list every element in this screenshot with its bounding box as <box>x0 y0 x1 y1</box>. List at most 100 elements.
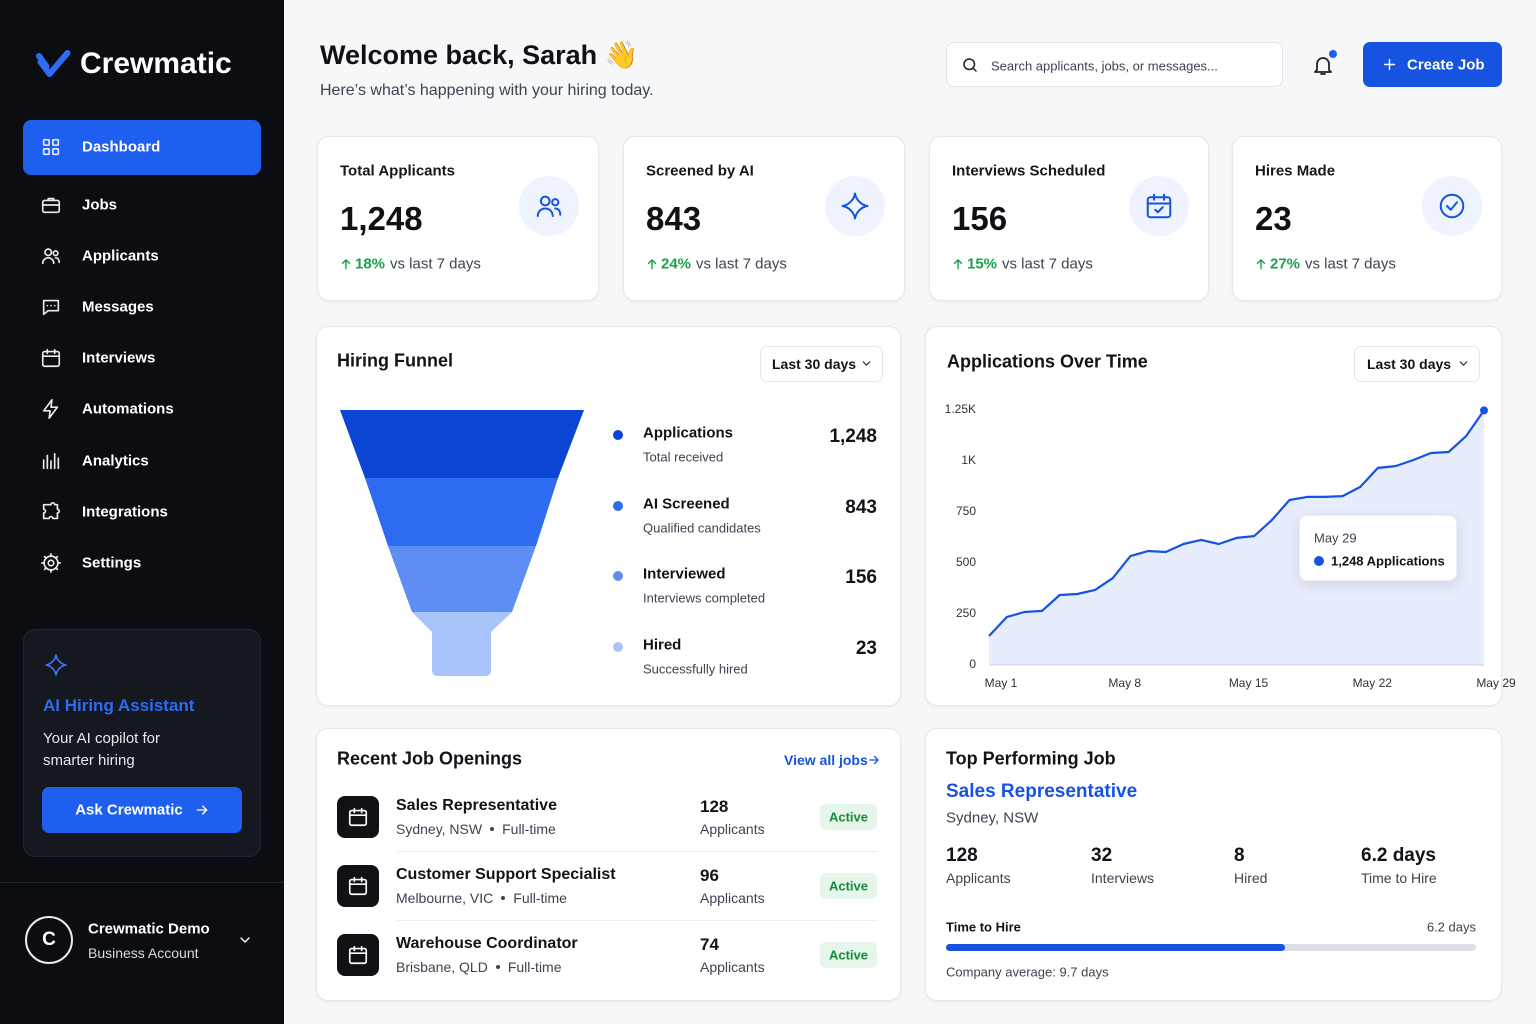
account-name: Crewmatic Demo <box>88 920 210 938</box>
icon-part <box>42 299 60 316</box>
icon-part <box>54 257 61 264</box>
job-row[interactable] <box>337 856 877 916</box>
search-box[interactable] <box>946 42 1283 87</box>
view-all-link[interactable]: View all jobs <box>784 752 868 768</box>
search-placeholder[interactable]: Search applicants, jobs, or messages... <box>991 58 1218 74</box>
job-type: Full-time <box>502 821 556 837</box>
nav-label[interactable]: Interviews <box>82 349 156 367</box>
tooltip-dot <box>1314 556 1324 566</box>
view-all-arrow <box>869 755 879 765</box>
ask-button[interactable] <box>42 787 242 833</box>
top-job-name[interactable]: Sales Representative <box>946 781 1138 802</box>
icon-part <box>47 559 55 567</box>
icon-part <box>972 67 977 72</box>
filter-label[interactable]: Last 30 days <box>772 356 857 372</box>
icon-part <box>841 192 869 220</box>
icon-part <box>1459 361 1468 366</box>
icon-part <box>536 207 554 217</box>
metric-value: 32 <box>1091 845 1113 866</box>
icon-part <box>41 349 61 358</box>
job-applicants-label: Applicants <box>700 821 765 837</box>
stat-change-arrow <box>647 259 657 270</box>
job-icon <box>348 807 368 827</box>
card-title: Applications Over Time <box>947 351 1148 372</box>
nav-label[interactable]: Integrations <box>82 503 168 521</box>
ask-button-label[interactable]: Ask Crewmatic <box>75 801 183 819</box>
icon-part <box>36 53 50 70</box>
account-initial: C <box>42 929 56 950</box>
icon-part <box>1146 193 1172 214</box>
nav-icon <box>41 552 61 573</box>
icon-part <box>42 501 61 519</box>
nav-item-active[interactable] <box>23 120 261 175</box>
progress-label: Time to Hire <box>946 919 1021 935</box>
stat-label: Interviews Scheduled <box>952 162 1106 180</box>
stage-value: 156 <box>845 567 877 588</box>
icon-part <box>1439 193 1465 219</box>
icon-part <box>348 945 368 954</box>
filter-dropdown[interactable] <box>760 346 883 382</box>
icon-part <box>44 248 53 257</box>
progress-note: Company average: 9.7 days <box>946 964 1109 980</box>
account-avatar[interactable] <box>25 916 73 964</box>
top-job-location: Sydney, NSW <box>946 809 1039 827</box>
stage-description: Total received <box>643 449 724 465</box>
nav-label[interactable]: Messages <box>82 298 154 316</box>
stat-comparison: vs last 7 days <box>1305 255 1396 273</box>
stat-label: Screened by AI <box>646 162 754 180</box>
stat-change: 27% <box>1270 255 1301 273</box>
metric-value: 6.2 days <box>1361 845 1436 866</box>
tooltip <box>1299 515 1457 581</box>
stage-name: Interviewed <box>643 565 726 583</box>
icon-part <box>196 805 208 815</box>
nav-icon <box>41 197 61 214</box>
notification-bell[interactable] <box>1311 53 1335 77</box>
icon-part <box>539 195 551 207</box>
job-icon-bg <box>337 796 379 838</box>
icon-part <box>862 361 871 366</box>
tooltip-title: May 29 <box>1314 530 1357 546</box>
nav-label[interactable]: Applicants <box>82 247 159 265</box>
assistant-description: Your AI copilot for smarter hiring <box>43 730 161 769</box>
icon-part <box>348 876 368 885</box>
icon-part <box>1256 259 1266 270</box>
icon-part <box>52 148 60 156</box>
stage-value: 1,248 <box>829 426 877 447</box>
stat-value: 23 <box>1255 200 1292 237</box>
card-title: Hiring Funnel <box>337 350 453 371</box>
filter-dropdown[interactable] <box>1354 346 1480 382</box>
stat-icon <box>841 192 869 220</box>
nav-label[interactable]: Dashboard <box>82 138 161 156</box>
nav-label[interactable]: Jobs <box>82 196 118 214</box>
nav-label[interactable]: Settings <box>82 554 142 572</box>
icon-part <box>42 138 50 146</box>
nav-label[interactable]: Analytics <box>82 452 149 469</box>
stat-icon-bg <box>1129 176 1189 236</box>
nav-label[interactable]: Automations <box>82 400 174 418</box>
stage-name: Hired <box>643 636 682 653</box>
icon-part <box>240 937 250 943</box>
job-row[interactable] <box>337 925 877 985</box>
ask-button-arrow <box>196 805 208 815</box>
create-job-label[interactable]: Create Job <box>1407 56 1485 74</box>
stat-change: 18% <box>355 255 386 273</box>
icon-part <box>348 878 368 896</box>
status-label: Active <box>828 947 869 963</box>
icon-part <box>41 257 55 265</box>
stat-change: 24% <box>661 255 692 273</box>
icon-part <box>963 58 976 71</box>
icon-part <box>41 351 61 368</box>
job-meta-dot <box>501 896 506 900</box>
stage-description: Qualified candidates <box>643 520 761 535</box>
card-title: Recent Job Openings <box>337 748 523 769</box>
metric-label: Interviews <box>1091 870 1155 886</box>
stage-dot <box>613 571 623 581</box>
icon-part <box>52 138 60 146</box>
filter-label[interactable]: Last 30 days <box>1367 356 1452 372</box>
row-divider <box>396 920 877 921</box>
nav-icon <box>41 248 61 265</box>
card-title: Top Performing Job <box>946 748 1116 769</box>
job-row[interactable] <box>337 787 877 847</box>
stage-description: Successfully hired <box>643 661 748 676</box>
